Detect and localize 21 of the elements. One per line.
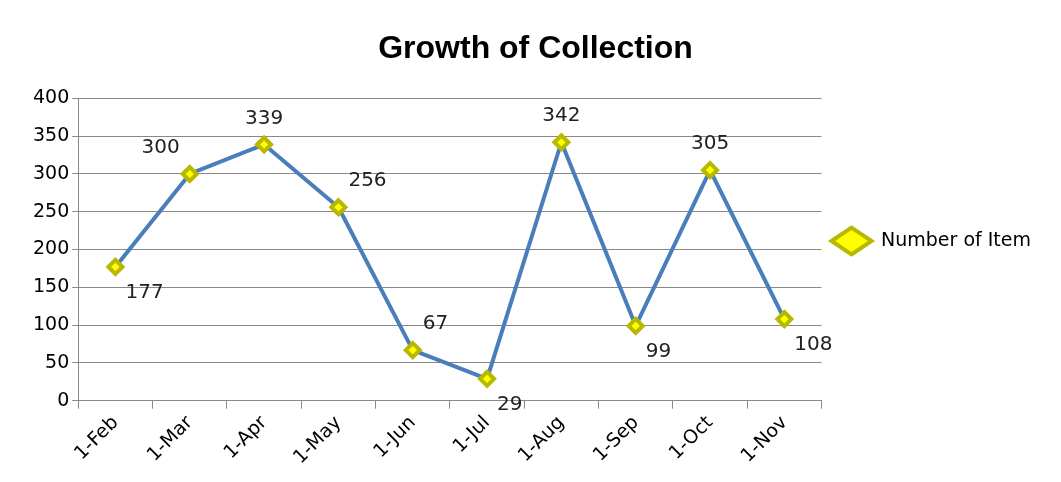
y-tick-label: 300 (33, 160, 70, 183)
data-label: 67 (422, 310, 449, 335)
y-tick-label: 0 (57, 387, 70, 410)
y-tick-label: 50 (45, 349, 70, 372)
data-label: 177 (125, 279, 164, 304)
data-label: 342 (542, 102, 581, 127)
y-tick-label: 100 (33, 312, 70, 335)
data-label: 256 (348, 167, 387, 192)
y-tick-label: 250 (33, 198, 70, 221)
y-tick-label: 350 (33, 123, 70, 146)
data-label: 300 (141, 134, 180, 159)
legend-label: Number of Item (881, 227, 1031, 250)
y-tick-label: 150 (33, 274, 70, 297)
chart-title: Growth of Collection (378, 29, 693, 66)
y-tick-label: 400 (33, 85, 70, 108)
data-label: 339 (244, 104, 284, 129)
y-tick-label: 200 (33, 236, 70, 259)
data-label: 29 (497, 390, 523, 415)
data-label: 99 (645, 338, 672, 363)
data-label: 305 (690, 130, 730, 155)
data-label: 108 (794, 331, 833, 356)
